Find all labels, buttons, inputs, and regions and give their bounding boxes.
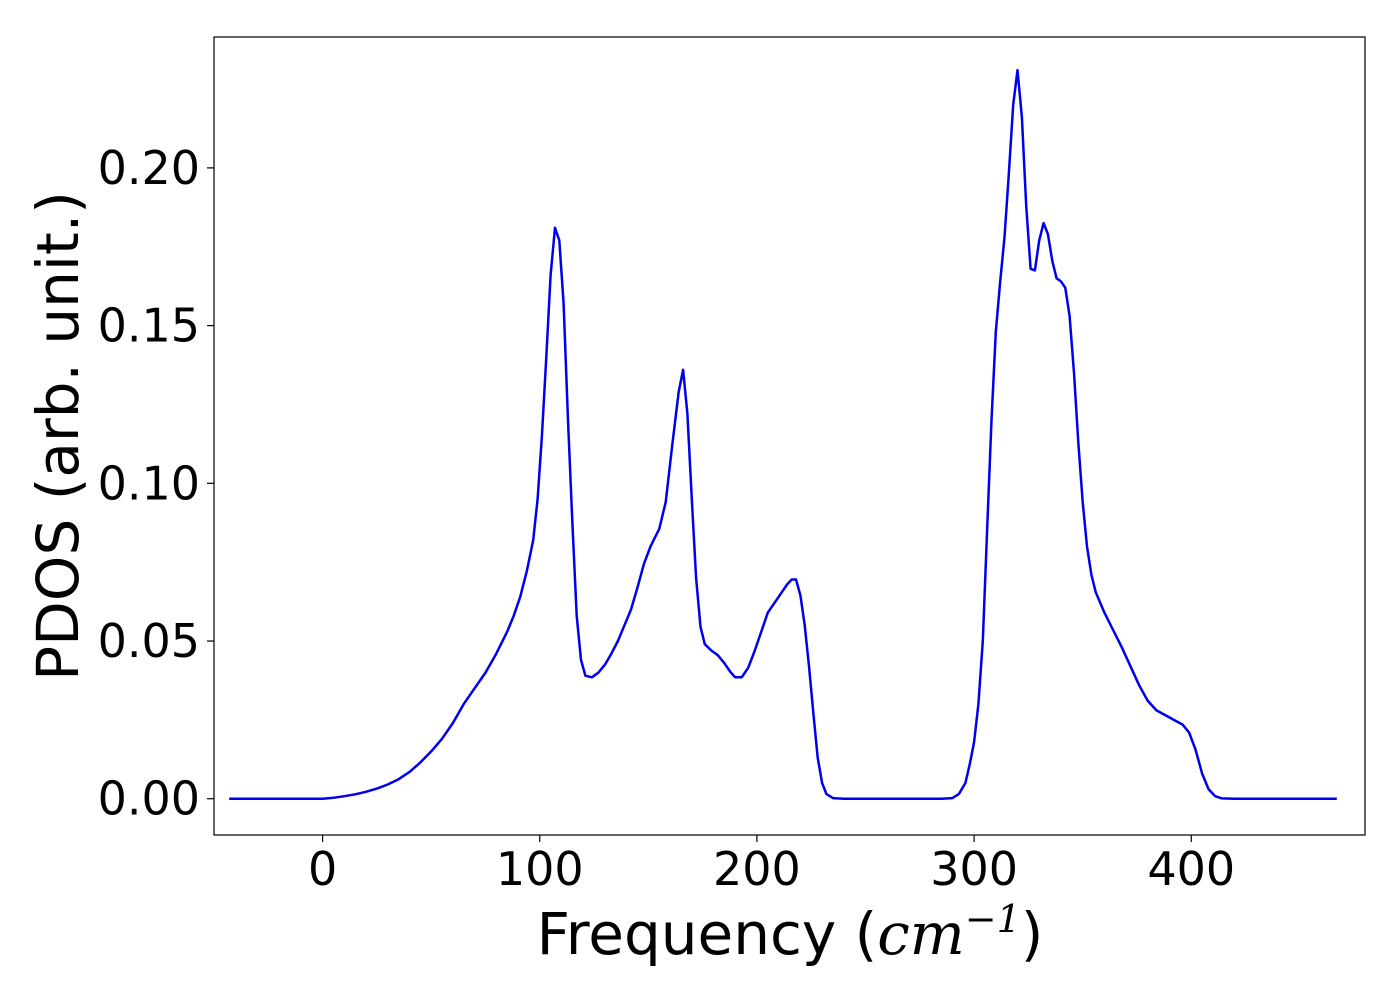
y-tick-label: 0.05 [98,614,200,668]
x-tick-label: 100 [496,842,584,896]
plot-area-frame [213,36,1366,836]
x-tick-label: 400 [1147,842,1235,896]
pdos-series-line [229,68,1337,800]
y-tick-label: 0.20 [98,141,200,195]
x-tick-label: 300 [930,842,1018,896]
y-axis-title: PDOS (arb. unit.) [24,191,92,681]
series-layer [229,68,1337,800]
y-tick-label: 0.15 [98,299,200,353]
x-tick-label: 200 [713,842,801,896]
y-tick-label: 0.10 [98,456,200,510]
x-axis-title: Frequency (cm−1) [537,897,1044,968]
x-axis-ticks: 0 100 200 300 400 [308,835,1235,896]
x-tick-label: 0 [308,842,337,896]
y-axis-ticks: 0.00 0.05 0.10 0.15 0.20 [98,141,214,826]
y-tick-label: 0.00 [98,772,200,826]
